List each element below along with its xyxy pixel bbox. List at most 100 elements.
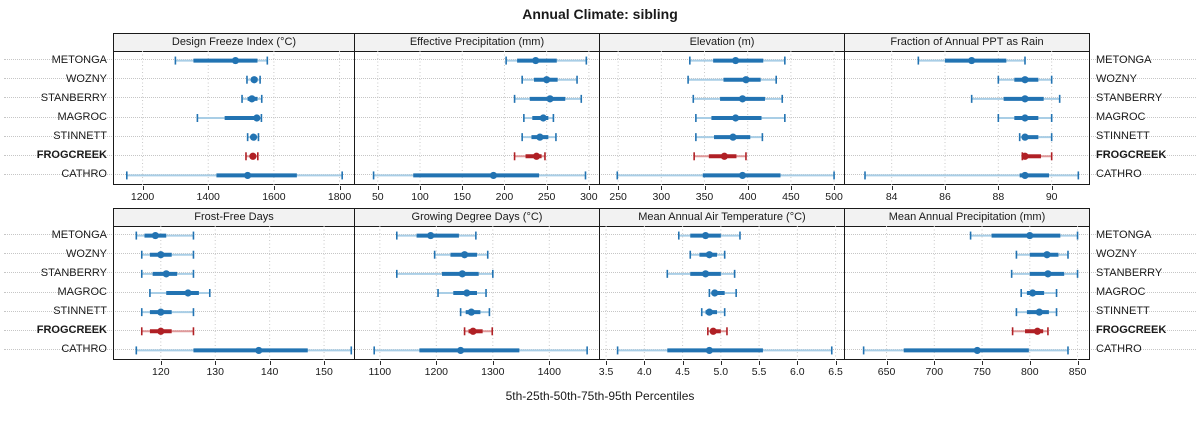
percentile-bar-wozny xyxy=(521,75,578,84)
axis-tick-label: 350 xyxy=(695,191,714,203)
panel-growing-degree-days-c: Growing Degree Days (°C) xyxy=(354,208,600,360)
axis-tick xyxy=(886,361,888,365)
axis-tick-label: 5.0 xyxy=(713,366,729,378)
panel-plot-area xyxy=(372,51,590,185)
median-dot xyxy=(1021,152,1029,160)
percentile-bar-stanberry xyxy=(970,94,1061,103)
median-dot xyxy=(1035,308,1043,316)
median-dot xyxy=(732,56,740,65)
percentile-bar-cathro xyxy=(864,171,1080,180)
percentile-bar-stanberry xyxy=(692,94,784,103)
median-dot xyxy=(157,327,165,335)
percentile-bar-stanberry xyxy=(140,269,195,278)
axis-tick-label: 1200 xyxy=(424,366,448,378)
axis-tick xyxy=(835,361,837,365)
percentile-bar-metonga xyxy=(174,56,269,65)
median-dot xyxy=(250,76,258,84)
median-dot xyxy=(1021,95,1029,103)
percentile-bar-magroc xyxy=(695,114,786,122)
median-dot xyxy=(539,114,547,122)
axis-tick xyxy=(377,186,379,190)
percentile-bar-stinnett xyxy=(695,133,764,142)
axis-tick-label: 5.5 xyxy=(751,366,767,378)
site-label-right-frogcreek: FROGCREEK xyxy=(1096,324,1167,337)
percentile-bar-stanberry xyxy=(666,269,736,278)
axis-tick xyxy=(945,186,946,190)
percentile-bar-magroc xyxy=(149,289,211,297)
panel-plot-area xyxy=(864,51,1080,185)
panel-title-mean-annual-precipitation-mm: Mean Annual Precipitation (mm) xyxy=(845,209,1089,227)
median-dot xyxy=(709,327,717,335)
median-dot xyxy=(463,289,471,297)
median-dot xyxy=(151,231,159,240)
axis-tick-label: 6.5 xyxy=(828,366,843,378)
axis-tick xyxy=(982,361,984,365)
axis-tick-label: 100 xyxy=(411,191,429,203)
site-label-right-wozny: WOZNY xyxy=(1096,247,1137,260)
axis-tick-label: 84 xyxy=(885,191,898,203)
median-dot xyxy=(738,95,747,103)
median-dot xyxy=(467,308,475,316)
median-dot xyxy=(255,346,263,355)
row-guide-line xyxy=(4,234,1196,236)
axis-tick-label: 130 xyxy=(206,366,224,378)
percentile-bar-metonga xyxy=(917,56,1026,65)
percentile-bar-cathro xyxy=(862,346,1069,355)
axis-tick xyxy=(661,186,663,190)
axis-tick xyxy=(549,361,551,365)
axis-tick-label: 86 xyxy=(939,191,951,203)
panel-title-fraction-of-annual-ppt-as-rain: Fraction of Annual PPT as Rain xyxy=(845,34,1089,52)
site-label-left-metonga: METONGA xyxy=(51,53,107,66)
axis-tick-label: 6.0 xyxy=(790,366,805,378)
axis-tick xyxy=(492,361,494,365)
panel-plot-area xyxy=(616,51,835,185)
median-dot xyxy=(469,327,477,335)
axis-tick xyxy=(273,186,275,190)
axis-tick xyxy=(834,186,836,190)
median-dot xyxy=(1021,133,1029,141)
panel-effective-precipitation-mm: Effective Precipitation (mm) xyxy=(354,33,600,185)
median-dot xyxy=(968,56,976,65)
panel-mean-annual-air-temperature-c: Mean Annual Air Temperature (°C) xyxy=(599,208,845,360)
site-label-right-magroc: MAGROC xyxy=(1096,286,1146,298)
site-label-right-magroc: MAGROC xyxy=(1096,111,1146,123)
percentile-bar-metonga xyxy=(969,231,1079,240)
median-dot xyxy=(157,251,165,259)
site-label-right-stanberry: STANBERRY xyxy=(1096,266,1163,279)
site-label-left-cathro: CATHRO xyxy=(61,343,107,356)
percentile-bar-cathro xyxy=(135,346,353,355)
axis-tick-label: 400 xyxy=(738,191,757,203)
axis-tick xyxy=(462,186,464,190)
axis-tick xyxy=(759,361,761,365)
percentile-bar-wozny xyxy=(140,250,195,259)
axis-tick-label: 4.5 xyxy=(675,366,690,378)
median-dot xyxy=(162,270,170,278)
axis-tick-label: 150 xyxy=(315,366,333,378)
axis-tick-label: 1200 xyxy=(130,191,155,203)
median-dot xyxy=(1021,76,1029,84)
axis-tick xyxy=(618,186,620,190)
median-dot xyxy=(157,308,165,316)
axis-tick-label: 800 xyxy=(1021,366,1039,378)
panel-title-frost-free-days: Frost-Free Days xyxy=(114,209,354,227)
site-label-right-stinnett: STINNETT xyxy=(1096,130,1150,143)
row-guide-line xyxy=(4,348,1196,350)
median-dot xyxy=(729,133,737,141)
axis-tick-label: 700 xyxy=(925,366,944,378)
row-guide-line xyxy=(4,253,1196,255)
axis-tick-label: 300 xyxy=(652,191,671,203)
axis-tick xyxy=(998,186,1000,190)
axis-tick xyxy=(208,186,210,190)
median-dot xyxy=(1026,231,1034,240)
row-guide-line xyxy=(4,59,1196,61)
median-dot xyxy=(536,133,544,141)
panel-frost-free-days: Frost-Free Days xyxy=(113,208,355,360)
median-dot xyxy=(701,270,710,278)
site-label-left-stanberry: STANBERRY xyxy=(40,266,107,279)
site-label-right-cathro: CATHRO xyxy=(1096,343,1142,356)
axis-tick xyxy=(546,186,548,190)
percentile-bar-cathro xyxy=(616,171,835,180)
axis-tick-label: 90 xyxy=(1045,191,1058,203)
median-dot xyxy=(543,76,551,84)
median-dot xyxy=(249,152,257,160)
